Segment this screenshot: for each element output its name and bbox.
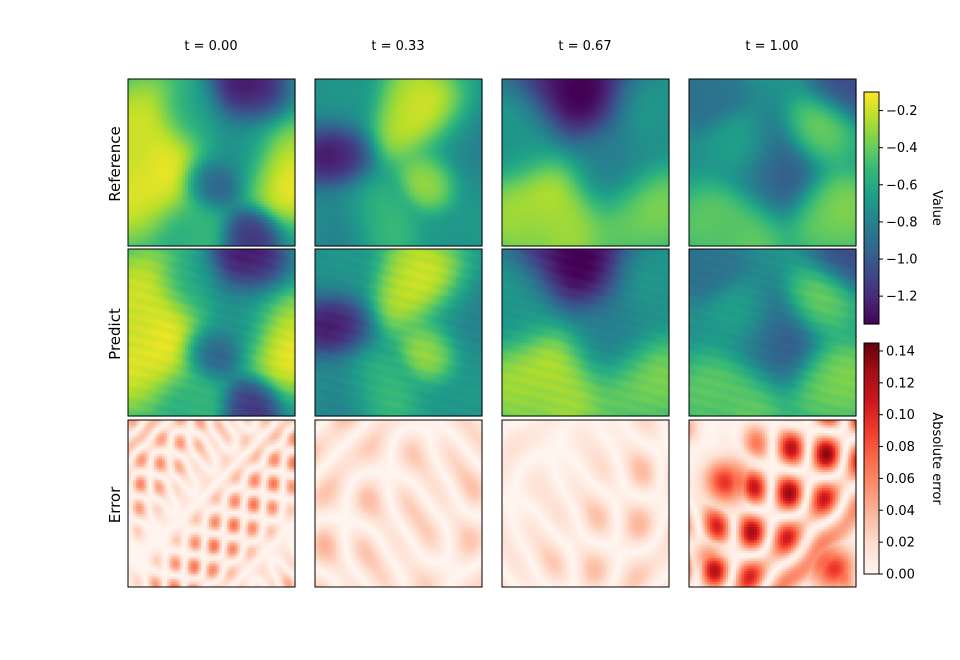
error-colorbar-tick-label: 0.08 bbox=[886, 440, 915, 455]
value-colorbar-tick-label: −0.6 bbox=[886, 178, 918, 193]
predict-heatmap-2 bbox=[315, 249, 483, 417]
reference-heatmap-3 bbox=[502, 79, 670, 247]
column-title-2: t = 0.33 bbox=[371, 39, 424, 54]
column-title-3: t = 0.67 bbox=[558, 39, 611, 54]
predict-heatmap-1 bbox=[128, 249, 296, 417]
column-titles: t = 0.00 t = 0.33 t = 0.67 t = 1.00 bbox=[184, 39, 798, 54]
predict-heatmap-3 bbox=[502, 249, 670, 417]
error-heatmap-1 bbox=[128, 420, 296, 588]
value-colorbar-tick-label: −0.8 bbox=[886, 215, 918, 230]
error-colorbar-tick-label: 0.06 bbox=[886, 472, 915, 487]
predict-heatmap-4 bbox=[689, 249, 857, 417]
value-colorbar-tick-label: −1.2 bbox=[886, 290, 918, 305]
error-heatmap-2 bbox=[315, 420, 483, 588]
error-colorbar-tick-label: 0.14 bbox=[886, 344, 915, 359]
error-colorbar-label: Absolute error bbox=[929, 412, 944, 505]
column-title-4: t = 1.00 bbox=[745, 39, 798, 54]
error-heatmap-3 bbox=[502, 420, 670, 588]
value-colorbar-label: Value bbox=[929, 190, 944, 226]
reference-heatmap-1 bbox=[128, 79, 296, 247]
row-labels: Reference Predict Error bbox=[106, 126, 124, 523]
error-heatmap-4 bbox=[689, 420, 857, 588]
value-colorbar: −0.2 −0.4 −0.6 −0.8 −1.0 −1.2 Value bbox=[864, 92, 944, 325]
error-colorbar-tick-label: 0.04 bbox=[886, 504, 915, 519]
error-colorbar: 0.00 0.02 0.04 0.06 0.08 0.10 0.12 0.14 Absolute… bbox=[864, 343, 944, 583]
error-colorbar-tick-label: 0.00 bbox=[886, 568, 915, 583]
colorbars: −0.2−0.4−0.6−0.8−1.0−1.2Value0.000.020.0… bbox=[864, 92, 944, 583]
error-colorbar-tick-label: 0.10 bbox=[886, 408, 915, 423]
reference-heatmap-4 bbox=[689, 79, 857, 247]
error-colorbar-tick-label: 0.12 bbox=[886, 376, 915, 391]
column-title-1: t = 0.00 bbox=[184, 39, 237, 54]
error-colorbar-tick-label: 0.02 bbox=[886, 536, 915, 551]
heatmap-panels bbox=[128, 79, 857, 588]
row-label-error: Error bbox=[106, 486, 124, 523]
row-label-predict: Predict bbox=[106, 308, 124, 360]
value-colorbar-tick-label: −0.4 bbox=[886, 141, 918, 156]
value-colorbar-tick-label: −0.2 bbox=[886, 104, 918, 119]
value-colorbar-tick-label: −1.0 bbox=[886, 253, 918, 268]
reference-heatmap-2 bbox=[315, 79, 483, 247]
row-label-reference: Reference bbox=[106, 126, 124, 202]
